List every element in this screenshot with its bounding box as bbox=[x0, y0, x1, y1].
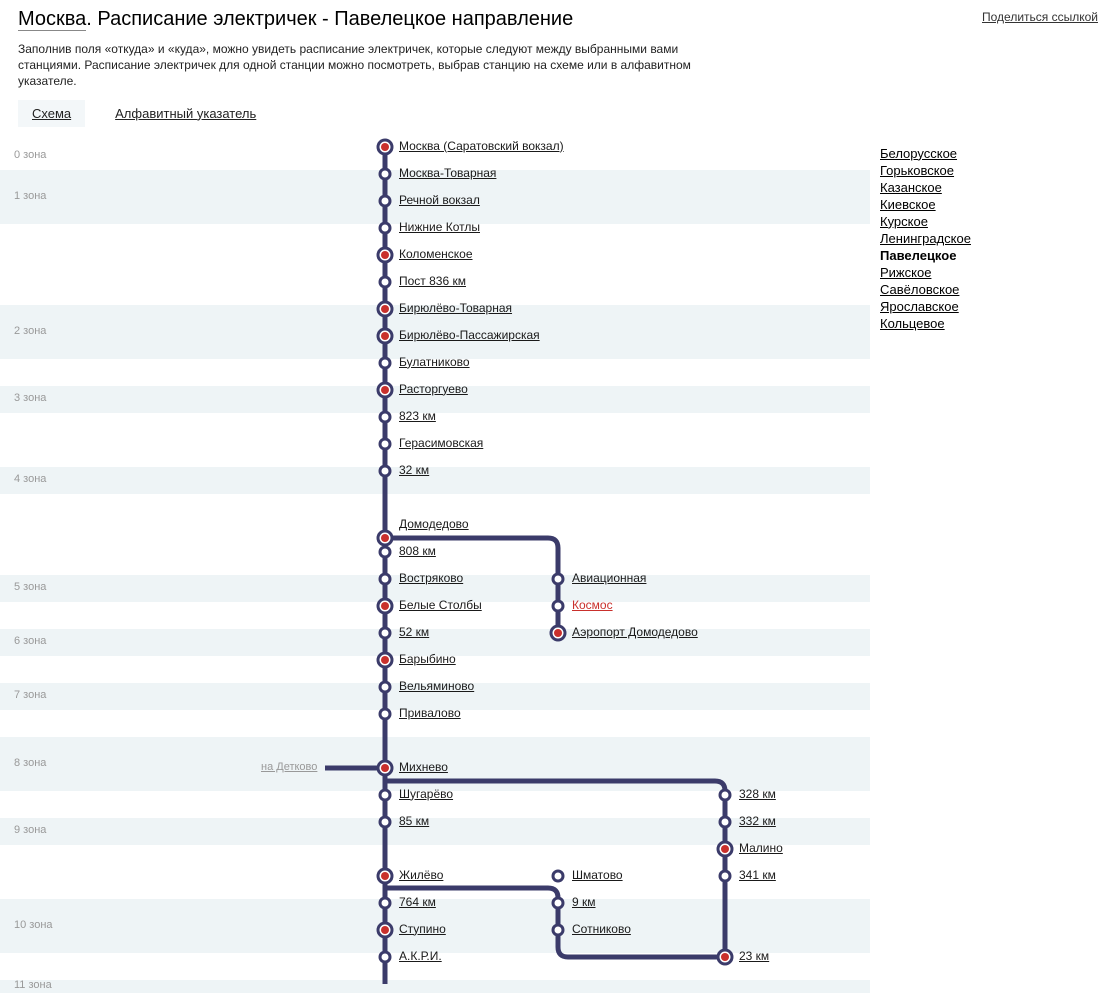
station-link[interactable]: Бирюлёво-Товарная bbox=[399, 301, 512, 315]
station-link[interactable]: 764 км bbox=[399, 895, 436, 909]
direction-link[interactable]: Кольцевое bbox=[880, 316, 945, 331]
direction-link[interactable]: Киевское bbox=[880, 197, 936, 212]
station-link[interactable]: Авиационная bbox=[572, 571, 646, 585]
station-link[interactable]: Шугарёво bbox=[399, 787, 453, 801]
station-link[interactable]: Космос bbox=[572, 598, 613, 612]
station-link[interactable]: Шматово bbox=[572, 868, 623, 882]
station-link[interactable]: 85 км bbox=[399, 814, 429, 828]
station-link[interactable]: 32 км bbox=[399, 463, 429, 477]
station-link[interactable]: 328 км bbox=[739, 787, 776, 801]
direction-link[interactable]: Ленинградское bbox=[880, 231, 971, 246]
tab-alpha[interactable]: Алфавитный указатель bbox=[115, 102, 256, 125]
route-diagram: 0 зона1 зона2 зона3 зона4 зона5 зона6 зо… bbox=[0, 133, 870, 993]
share-link[interactable]: Поделиться ссылкой bbox=[982, 10, 1098, 24]
station-link[interactable]: Речной вокзал bbox=[399, 193, 480, 207]
station-link[interactable]: Михнево bbox=[399, 760, 448, 774]
station-link[interactable]: 52 км bbox=[399, 625, 429, 639]
station-link[interactable]: Ступино bbox=[399, 922, 446, 936]
station-link[interactable]: А.К.Р.И. bbox=[399, 949, 442, 963]
station-link[interactable]: Бирюлёво-Пассажирская bbox=[399, 328, 540, 342]
direction-link[interactable]: Савёловское bbox=[880, 282, 959, 297]
station-link[interactable]: Вельяминово bbox=[399, 679, 474, 693]
station-link[interactable]: Москва (Саратовский вокзал) bbox=[399, 139, 564, 153]
spur-label[interactable]: на Детково bbox=[261, 761, 317, 773]
page-title: Москва. Расписание электричек - Павелецк… bbox=[18, 8, 1094, 31]
station-link[interactable]: Сотниково bbox=[572, 922, 631, 936]
direction-link[interactable]: Горьковское bbox=[880, 163, 954, 178]
station-link[interactable]: Жилёво bbox=[399, 868, 443, 882]
station-link[interactable]: Барыбино bbox=[399, 652, 456, 666]
station-link[interactable]: Булатниково bbox=[399, 355, 470, 369]
direction-link[interactable]: Казанское bbox=[880, 180, 942, 195]
station-link[interactable]: Расторгуево bbox=[399, 382, 468, 396]
station-link[interactable]: Востряково bbox=[399, 571, 463, 585]
station-link[interactable]: 341 км bbox=[739, 868, 776, 882]
direction-link[interactable]: Белорусское bbox=[880, 146, 957, 161]
title-rest: . Расписание электричек - Павелецкое нап… bbox=[86, 8, 573, 30]
direction-link[interactable]: Ярославское bbox=[880, 299, 959, 314]
station-link[interactable]: Аэропорт Домодедово bbox=[572, 625, 698, 639]
station-link[interactable]: Белые Столбы bbox=[399, 598, 482, 612]
station-link[interactable]: 808 км bbox=[399, 544, 436, 558]
station-link[interactable]: 9 км bbox=[572, 895, 596, 909]
station-link[interactable]: Привалово bbox=[399, 706, 461, 720]
intro-text: Заполнив поля «откуда» и «куда», можно у… bbox=[0, 35, 760, 100]
direction-link[interactable]: Павелецкое bbox=[880, 248, 956, 263]
station-link[interactable]: Домодедово bbox=[399, 517, 469, 531]
station-link[interactable]: Пост 836 км bbox=[399, 274, 466, 288]
tab-schema[interactable]: Схема bbox=[18, 100, 85, 127]
city-link[interactable]: Москва bbox=[18, 8, 86, 31]
direction-link[interactable]: Рижское bbox=[880, 265, 931, 280]
station-link[interactable]: 332 км bbox=[739, 814, 776, 828]
station-link[interactable]: 23 км bbox=[739, 949, 769, 963]
direction-link[interactable]: Курское bbox=[880, 214, 928, 229]
station-link[interactable]: 823 км bbox=[399, 409, 436, 423]
station-link[interactable]: Коломенское bbox=[399, 247, 473, 261]
station-link[interactable]: Малино bbox=[739, 841, 783, 855]
station-link[interactable]: Москва-Товарная bbox=[399, 166, 496, 180]
tab-bar: Схема Алфавитный указатель bbox=[0, 100, 1112, 133]
station-link[interactable]: Нижние Котлы bbox=[399, 220, 480, 234]
station-link[interactable]: Герасимовская bbox=[399, 436, 483, 450]
directions-sidebar: Белорусское Горьковское Казанское Киевское К… bbox=[870, 133, 1090, 993]
